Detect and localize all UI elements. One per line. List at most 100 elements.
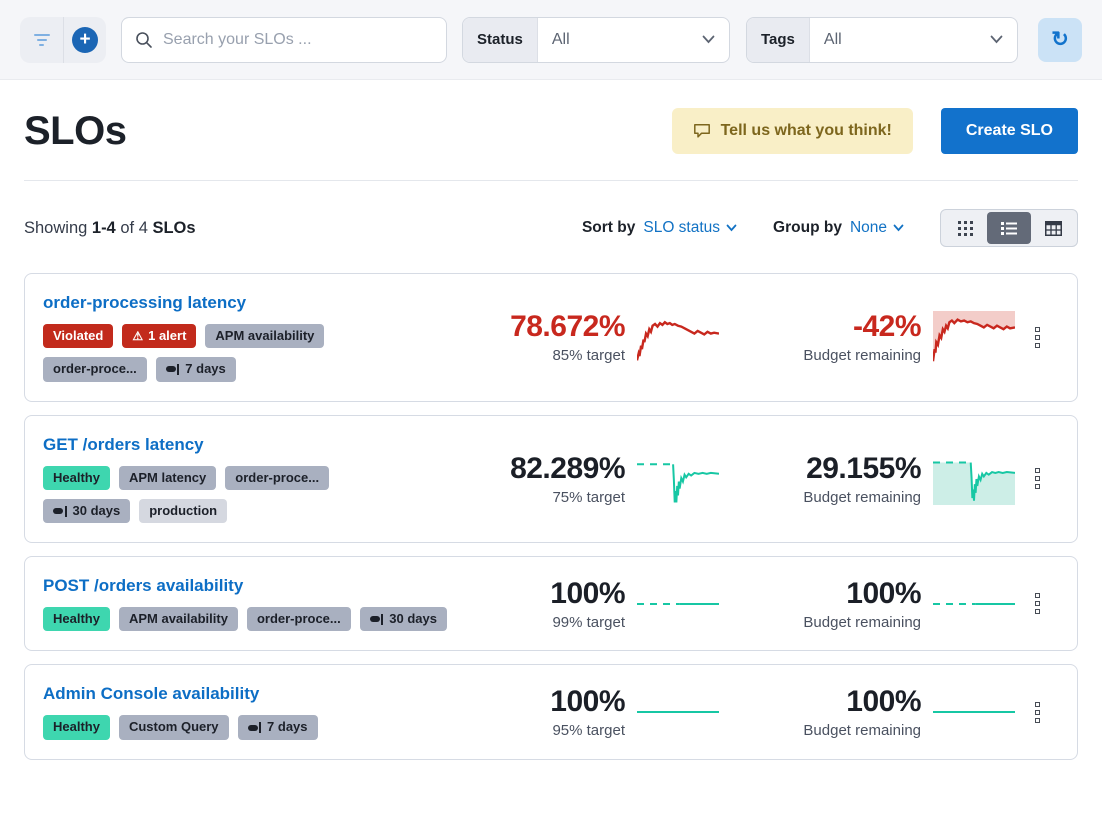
tags-filter-select[interactable]: Tags All <box>746 16 1018 63</box>
page-header: SLOs Tell us what you think! Create SLO <box>0 80 1102 154</box>
time-window-icon <box>53 505 67 517</box>
status-filter-select[interactable]: Status All <box>462 16 730 63</box>
slo-target-caption: 75% target <box>552 488 625 506</box>
grid-view-button[interactable] <box>943 212 987 244</box>
badge-row: Healthy Custom Query 7 days <box>43 715 477 740</box>
slo-target-caption: 95% target <box>552 722 625 740</box>
view-toggle-group <box>940 209 1078 247</box>
time-window-icon <box>165 363 180 375</box>
sort-by-label: Sort by <box>581 219 636 236</box>
slo-card: Admin Console availability Healthy Custom… <box>24 664 1078 760</box>
badge-window[interactable]: 7 days <box>237 715 318 740</box>
status-filter-label: Status <box>463 17 538 62</box>
slo-search <box>121 16 447 63</box>
slo-badges: Healthy APM availability order-proce... 30 … <box>43 607 477 632</box>
slo-card-info: GET /orders latency Healthy APM latency or… <box>43 435 477 524</box>
slo-card: POST /orders availability Healthy APM ava… <box>24 556 1078 652</box>
slo-card: GET /orders latency Healthy APM latency or… <box>24 414 1078 544</box>
slo-badges: Healthy APM latency order-proce... 30 days p… <box>43 465 477 524</box>
kebab-icon <box>1034 326 1040 332</box>
list-controls: Showing 1-4 of 4 SLOs Sort by SLO status… <box>0 209 1102 247</box>
table-view-button[interactable] <box>1031 212 1075 244</box>
list-view-icon <box>1001 221 1017 235</box>
slo-card-info: Admin Console availability Healthy Custom… <box>43 684 477 740</box>
budget-sparkline <box>933 453 1015 505</box>
slo-budget-caption: Budget remaining <box>803 488 921 506</box>
sort-by-control: Sort by SLO status <box>582 219 737 237</box>
badge-tag[interactable]: APM latency <box>118 465 217 490</box>
slo-status-value: 100% <box>550 685 625 719</box>
refresh-icon: ↻ <box>1051 28 1069 51</box>
budget-sparkline <box>933 578 1015 630</box>
badge-tag[interactable]: order-proce... <box>246 607 351 632</box>
top-toolbar: + Status All Tags All ↻ <box>0 0 1102 80</box>
slo-budget-caption: Budget remaining <box>803 722 921 740</box>
group-by-label: Group by <box>773 219 842 236</box>
slo-name-link[interactable]: order-processing latency <box>43 293 247 312</box>
slo-list: order-processing latency Violated ⚠ 1 aler… <box>0 273 1102 760</box>
feedback-label: Tell us what you think! <box>720 122 892 139</box>
slo-name-link[interactable]: Admin Console availability <box>43 684 260 704</box>
slo-target-caption: 99% target <box>552 613 625 631</box>
slo-options-button[interactable] <box>1015 593 1059 615</box>
badge-tag[interactable]: APM availability <box>118 607 238 632</box>
group-by-select[interactable]: None <box>850 219 904 237</box>
plus-icon: + <box>72 26 98 53</box>
chevron-down-icon <box>893 224 904 232</box>
status-sparkline <box>637 453 719 505</box>
badge-row: Violated ⚠ 1 alert APM availability <box>43 324 477 349</box>
search-input[interactable] <box>163 30 433 49</box>
chevron-down-icon <box>702 35 715 44</box>
badge-alert[interactable]: ⚠ 1 alert <box>122 324 197 349</box>
badge-tag[interactable]: Custom Query <box>118 715 229 740</box>
page-title: SLOs <box>24 108 127 153</box>
slo-budget-caption: Budget remaining <box>803 347 921 365</box>
slo-name-link[interactable]: GET /orders latency <box>43 434 204 454</box>
chevron-down-icon <box>726 224 737 232</box>
badge-row: Healthy APM availability order-proce... 30 … <box>43 607 477 632</box>
search-icon <box>136 31 152 48</box>
filter-button[interactable] <box>20 17 63 63</box>
slo-name-link[interactable]: POST /orders availability <box>43 576 244 596</box>
add-filter-button[interactable]: + <box>63 16 106 63</box>
slo-budget-metric: -42% Budget remaining <box>749 310 921 364</box>
table-view-icon <box>1044 220 1062 236</box>
badge-tag[interactable]: APM availability <box>205 324 325 349</box>
slo-budget-value: 100% <box>846 576 921 610</box>
speech-bubble-icon <box>693 124 710 138</box>
feedback-button[interactable]: Tell us what you think! <box>671 108 913 154</box>
status-sparkline <box>637 578 719 630</box>
badge-window[interactable]: 30 days <box>359 607 447 632</box>
list-view-button[interactable] <box>987 212 1031 244</box>
slo-budget-value: 100% <box>846 685 921 719</box>
slo-status-metric: 100% 99% target <box>477 577 625 631</box>
filter-button-group: + <box>20 16 106 63</box>
badge-window[interactable]: 30 days <box>43 498 131 524</box>
badge-tag[interactable]: order-proce... <box>43 357 147 382</box>
create-slo-button[interactable]: Create SLO <box>940 108 1078 154</box>
slo-budget-metric: 29.155% Budget remaining <box>749 452 921 506</box>
slo-options-button[interactable] <box>1015 701 1059 723</box>
slo-options-button[interactable] <box>1015 326 1059 348</box>
badge-tag[interactable]: production <box>139 498 228 524</box>
slo-status-metric: 78.672% 85% target <box>477 310 625 364</box>
refresh-button[interactable]: ↻ <box>1038 17 1082 62</box>
results-count: Showing 1-4 of 4 SLOs <box>24 218 196 237</box>
slo-options-button[interactable] <box>1015 468 1059 490</box>
time-window-icon <box>247 722 262 734</box>
slo-budget-metric: 100% Budget remaining <box>749 577 921 631</box>
status-sparkline <box>637 686 719 738</box>
badge-tag[interactable]: order-proce... <box>225 465 330 490</box>
group-by-control: Group by None <box>773 219 904 237</box>
warning-icon: ⚠ <box>132 329 144 344</box>
badge-window[interactable]: 7 days <box>155 357 236 382</box>
slo-card-info: POST /orders availability Healthy APM ava… <box>43 576 477 632</box>
chevron-down-icon <box>990 35 1003 44</box>
sort-by-select[interactable]: SLO status <box>643 219 737 237</box>
budget-sparkline <box>933 311 1015 363</box>
slo-budget-metric: 100% Budget remaining <box>749 685 921 739</box>
slo-budget-value: 29.155% <box>806 451 921 485</box>
slo-status-value: 82.289% <box>510 451 625 485</box>
kebab-icon <box>1034 701 1040 707</box>
slo-budget-value: -42% <box>852 310 922 344</box>
